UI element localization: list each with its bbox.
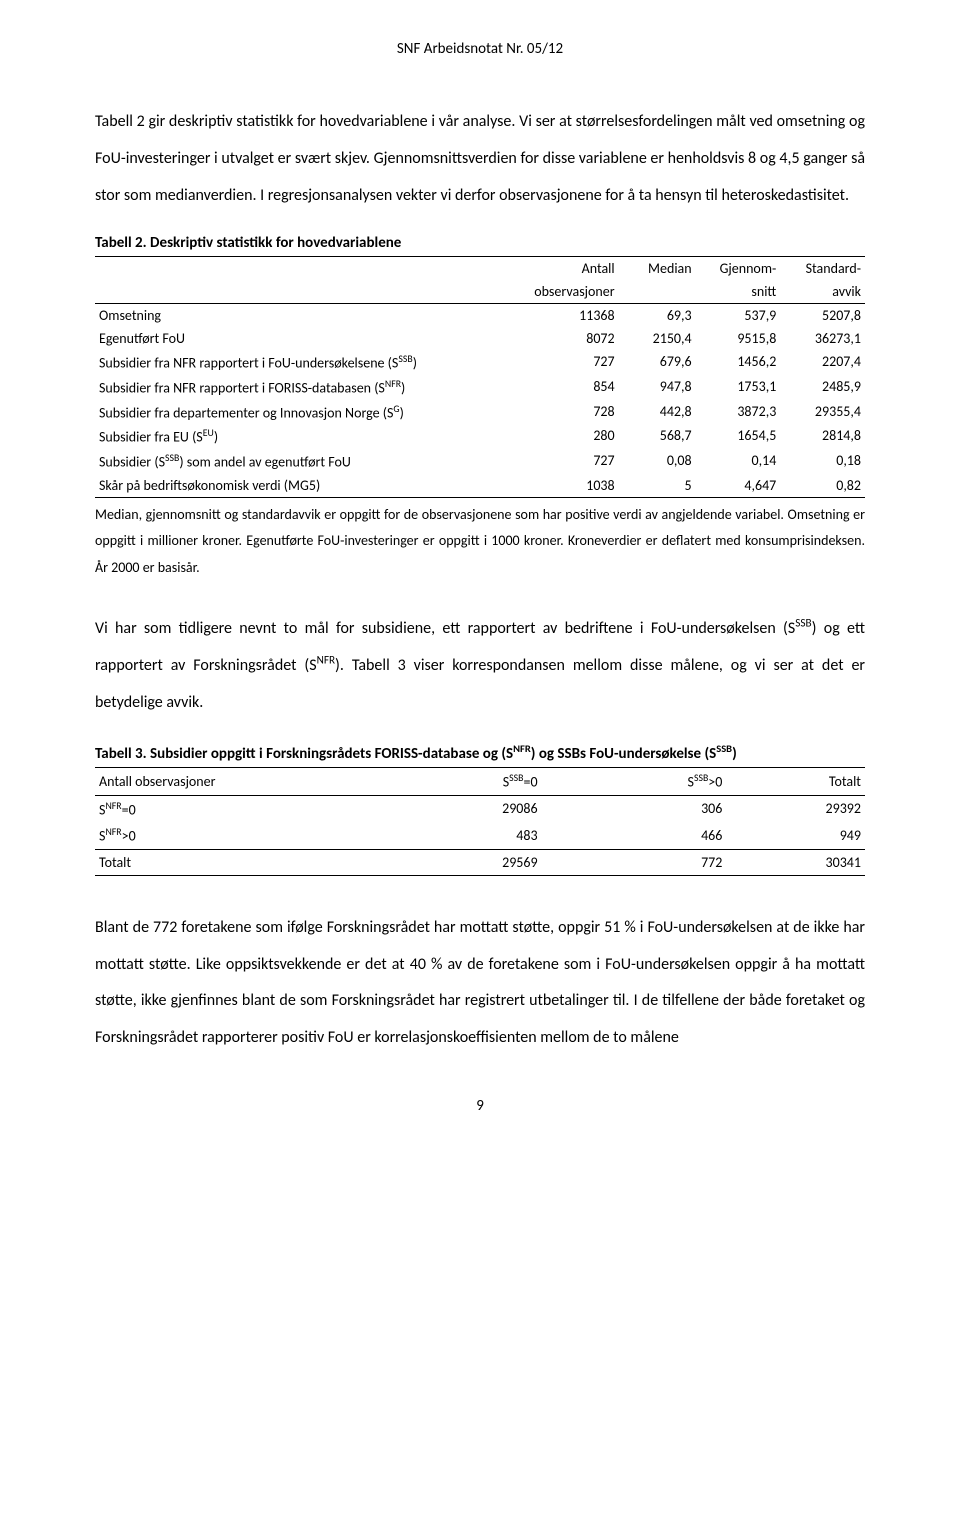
table3-total-row: Totalt2956977230341 [95, 849, 865, 875]
table3-caption: Tabell 3. Subsidier oppgitt i Forsknings… [95, 742, 865, 763]
cell-value: 2150,4 [619, 327, 696, 350]
cell-value: 5 [619, 474, 696, 498]
cell-value: 568,7 [619, 424, 696, 449]
table3-col-header: SSSB>0 [542, 767, 727, 795]
cell-value: 69,3 [619, 304, 696, 328]
table3-header-row: Antall observasjonerSSSB=0SSSB>0Totalt [95, 767, 865, 795]
row-label: Omsetning [95, 304, 511, 328]
cell-value: 0,82 [780, 474, 865, 498]
cell-value: 0,18 [780, 449, 865, 474]
table2-col-subheader: snitt [696, 280, 781, 304]
cell-value: 1038 [511, 474, 619, 498]
row-label: Subsidier fra NFR rapportert i FoU-under… [95, 350, 511, 375]
cell-value: 772 [542, 849, 727, 875]
table2-col-subheader: avvik [780, 280, 865, 304]
cell-value: 3872,3 [696, 400, 781, 425]
row-label: Subsidier (SSSB) som andel av egenutført… [95, 449, 511, 474]
cell-value: 483 [341, 822, 541, 849]
table3: Antall observasjonerSSSB=0SSSB>0Totalt S… [95, 767, 865, 876]
cell-value: 947,8 [619, 375, 696, 400]
cell-value: 1456,2 [696, 350, 781, 375]
table-row: Subsidier fra NFR rapportert i FoU-under… [95, 350, 865, 375]
cell-value: 30341 [726, 849, 865, 875]
table2-footnote: Median, gjennomsnitt og standardavvik er… [95, 502, 865, 582]
page-number: 9 [95, 1097, 865, 1115]
cell-value: 4,647 [696, 474, 781, 498]
table-row: Subsidier fra departementer og Innovasjo… [95, 400, 865, 425]
cell-value: 0,08 [619, 449, 696, 474]
table2-col-header: Median [619, 257, 696, 281]
cell-value: 1654,5 [696, 424, 781, 449]
table-row: SNFR=02908630629392 [95, 795, 865, 822]
table2-col-header [95, 257, 511, 281]
cell-value: 2814,8 [780, 424, 865, 449]
cell-value: 679,6 [619, 350, 696, 375]
table-row: Subsidier fra NFR rapportert i FORISS-da… [95, 375, 865, 400]
cell-value: 280 [511, 424, 619, 449]
row-label: Totalt [95, 849, 341, 875]
row-label: Egenutført FoU [95, 327, 511, 350]
row-label: Subsidier fra departementer og Innovasjo… [95, 400, 511, 425]
cell-value: 949 [726, 822, 865, 849]
cell-value: 8072 [511, 327, 619, 350]
table2-col-subheader [619, 280, 696, 304]
table2-header-row1: AntallMedianGjennom-Standard- [95, 257, 865, 281]
cell-value: 306 [542, 795, 727, 822]
cell-value: 36273,1 [780, 327, 865, 350]
table-row: SNFR>0483466949 [95, 822, 865, 849]
paragraph-2: Vi har som tidligere nevnt to mål for su… [95, 611, 865, 721]
row-label: Subsidier fra EU (SEU) [95, 424, 511, 449]
cell-value: 29086 [341, 795, 541, 822]
cell-value: 2207,4 [780, 350, 865, 375]
row-label: Skår på bedriftsøkonomisk verdi (MG5) [95, 474, 511, 498]
row-label: Subsidier fra NFR rapportert i FORISS-da… [95, 375, 511, 400]
table-row: Skår på bedriftsøkonomisk verdi (MG5)103… [95, 474, 865, 498]
cell-value: 0,14 [696, 449, 781, 474]
cell-value: 1753,1 [696, 375, 781, 400]
cell-value: 29392 [726, 795, 865, 822]
cell-value: 5207,8 [780, 304, 865, 328]
row-label: SNFR>0 [95, 822, 341, 849]
table2-col-header: Gjennom- [696, 257, 781, 281]
table2: AntallMedianGjennom-Standard- observasjo… [95, 256, 865, 497]
cell-value: 2485,9 [780, 375, 865, 400]
cell-value: 29569 [341, 849, 541, 875]
table2-col-subheader: observasjoner [511, 280, 619, 304]
paragraph-3: Blant de 772 foretakene som ifølge Forsk… [95, 910, 865, 1057]
paragraph-1: Tabell 2 gir deskriptiv statistikk for h… [95, 104, 865, 214]
cell-value: 466 [542, 822, 727, 849]
table-row: Subsidier fra EU (SEU)280568,71654,52814… [95, 424, 865, 449]
table-row: Egenutført FoU80722150,49515,836273,1 [95, 327, 865, 350]
page-container: SNF Arbeidsnotat Nr. 05/12 Tabell 2 gir … [0, 0, 960, 1175]
cell-value: 537,9 [696, 304, 781, 328]
cell-value: 727 [511, 449, 619, 474]
table2-col-header: Standard- [780, 257, 865, 281]
table-row: Subsidier (SSSB) som andel av egenutført… [95, 449, 865, 474]
cell-value: 9515,8 [696, 327, 781, 350]
table3-col-header: Totalt [726, 767, 865, 795]
cell-value: 29355,4 [780, 400, 865, 425]
cell-value: 442,8 [619, 400, 696, 425]
cell-value: 728 [511, 400, 619, 425]
table3-col-header: Antall observasjoner [95, 767, 341, 795]
cell-value: 11368 [511, 304, 619, 328]
table2-col-header: Antall [511, 257, 619, 281]
table2-caption: Tabell 2. Deskriptiv statistikk for hove… [95, 234, 865, 252]
row-label: SNFR=0 [95, 795, 341, 822]
cell-value: 854 [511, 375, 619, 400]
cell-value: 727 [511, 350, 619, 375]
table-row: Omsetning1136869,3537,95207,8 [95, 304, 865, 328]
table3-col-header: SSSB=0 [341, 767, 541, 795]
table2-header-row2: observasjoner snittavvik [95, 280, 865, 304]
table2-col-subheader [95, 280, 511, 304]
document-header: SNF Arbeidsnotat Nr. 05/12 [95, 40, 865, 58]
